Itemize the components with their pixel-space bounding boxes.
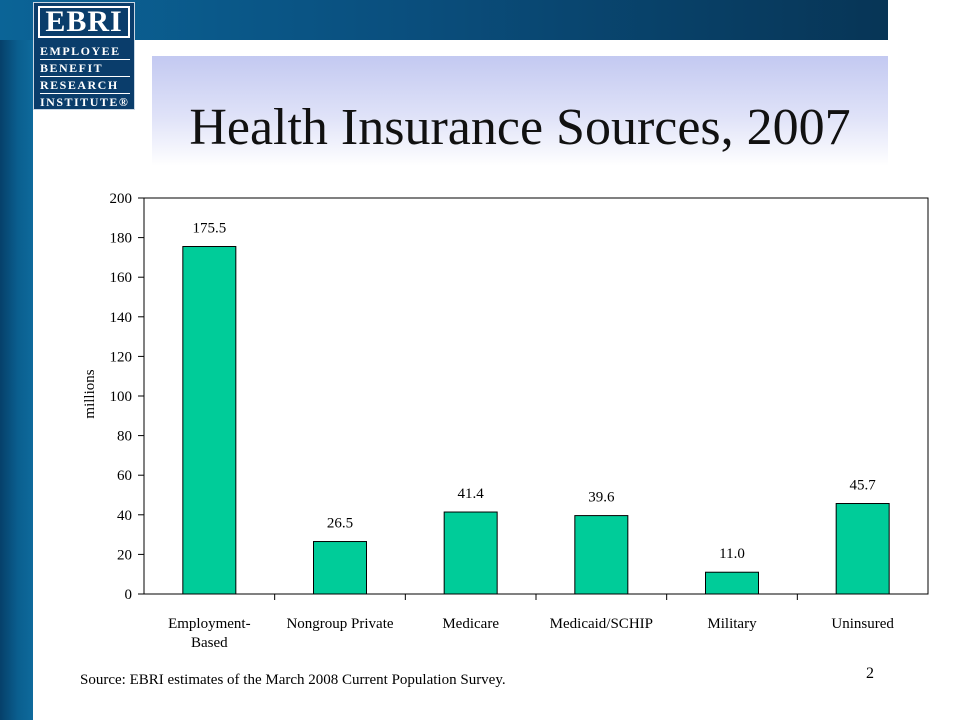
y-tick-label: 60 [117, 468, 132, 484]
y-tick-label: 20 [117, 547, 132, 563]
x-tick-label: Military [707, 616, 757, 632]
y-tick-label: 100 [110, 389, 133, 405]
y-tick-label: 120 [110, 349, 133, 365]
bar [835, 503, 890, 595]
x-tick-label: Medicare [442, 616, 499, 632]
title-band [152, 56, 888, 166]
bar [443, 511, 498, 595]
ebri-logo: EBRI EMPLOYEE BENEFIT RESEARCH INSTITUTE… [33, 2, 135, 110]
y-axis-label: millions [82, 369, 98, 418]
bar [705, 571, 759, 595]
y-tick-label: 140 [110, 310, 133, 326]
logo-line: RESEARCH [40, 77, 130, 94]
y-tick-label: 80 [117, 429, 132, 445]
logo-name: EBRI [38, 6, 130, 38]
data-label: 26.5 [327, 516, 353, 532]
logo-line: BENEFIT [40, 60, 130, 77]
x-tick-label: Uninsured [831, 616, 894, 632]
x-tick-label: Medicaid/SCHIP [550, 616, 653, 632]
logo-line: EMPLOYEE [40, 43, 130, 60]
y-tick-label: 200 [110, 191, 133, 207]
bar [313, 541, 367, 595]
logo-lines: EMPLOYEE BENEFIT RESEARCH INSTITUTE® [40, 43, 130, 110]
data-label: 175.5 [192, 221, 226, 237]
logo-line: INSTITUTE® [40, 95, 130, 109]
plot-frame [143, 197, 929, 595]
page-number: 2 [866, 665, 874, 682]
data-label: 41.4 [458, 486, 485, 502]
y-tick-label: 180 [110, 231, 133, 247]
top-accent-bar [0, 0, 888, 40]
source-note: Source: EBRI estimates of the March 2008… [80, 672, 506, 688]
x-tick-label: Employment- [168, 616, 251, 632]
data-label: 39.6 [588, 490, 615, 506]
x-tick-label: Based [191, 635, 228, 651]
y-tick-label: 0 [125, 587, 133, 603]
data-label: 11.0 [719, 546, 745, 562]
bar [182, 246, 237, 595]
y-tick-label: 160 [110, 270, 133, 286]
y-tick-label: 40 [117, 508, 132, 524]
bar [574, 515, 629, 595]
left-accent-bar [0, 0, 33, 720]
slide-title: Health Insurance Sources, 2007 [189, 99, 851, 156]
x-tick-label: Nongroup Private [286, 616, 393, 632]
data-label: 45.7 [850, 478, 877, 494]
